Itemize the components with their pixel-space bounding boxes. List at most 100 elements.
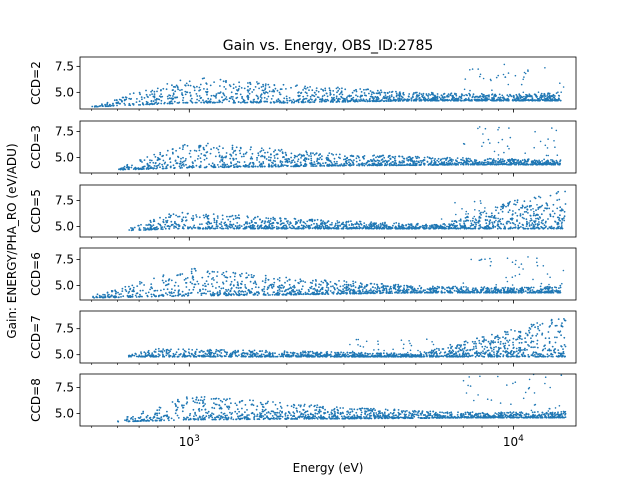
data-point (339, 290, 341, 292)
data-point (325, 99, 327, 101)
data-point (348, 288, 350, 290)
data-point (424, 100, 426, 102)
data-point (485, 162, 487, 164)
data-point (229, 84, 231, 86)
data-point (329, 92, 331, 94)
data-point (266, 101, 268, 103)
data-point (221, 225, 223, 227)
data-point (199, 87, 201, 89)
data-point (423, 97, 425, 99)
data-point (345, 223, 347, 225)
data-point (269, 148, 271, 150)
data-point (449, 163, 451, 165)
data-point (419, 226, 421, 228)
data-point (549, 213, 551, 215)
data-point (99, 295, 101, 297)
data-point (264, 157, 266, 159)
data-point (316, 152, 318, 154)
data-point (270, 157, 272, 159)
data-point (436, 160, 438, 162)
data-point (478, 162, 480, 164)
data-point (303, 155, 305, 157)
data-point (159, 154, 161, 156)
data-point (240, 287, 242, 289)
data-point (121, 169, 123, 171)
data-point (271, 166, 273, 168)
data-point (534, 131, 536, 133)
data-point (474, 221, 476, 223)
data-point (190, 166, 192, 168)
data-point (143, 104, 145, 106)
data-point (528, 93, 530, 95)
data-point (277, 158, 279, 160)
data-point (258, 88, 260, 90)
data-point (515, 212, 517, 214)
data-point (434, 224, 436, 226)
data-point (147, 96, 149, 98)
data-point (216, 147, 218, 149)
data-point (252, 153, 254, 155)
data-point (271, 91, 273, 93)
data-point (240, 147, 242, 149)
data-point (464, 227, 466, 229)
data-point (238, 217, 240, 219)
data-point (141, 98, 143, 100)
data-point (338, 221, 340, 223)
data-point (329, 87, 331, 89)
data-point (506, 100, 508, 102)
data-point (285, 228, 287, 230)
data-point (329, 94, 331, 96)
data-point (399, 95, 401, 97)
data-point (261, 97, 263, 99)
data-point (310, 98, 312, 100)
data-point (203, 154, 205, 156)
data-point (205, 289, 207, 291)
data-point (453, 223, 455, 225)
data-point (229, 158, 231, 160)
data-point (543, 210, 545, 212)
data-point (490, 79, 492, 81)
data-point (230, 288, 232, 290)
data-point (519, 95, 521, 97)
data-point (170, 221, 172, 223)
data-point (421, 160, 423, 162)
data-point (251, 158, 253, 160)
data-point (250, 146, 252, 148)
data-point (563, 86, 565, 88)
data-point (327, 165, 329, 167)
data-point (498, 212, 500, 214)
data-point (195, 214, 197, 216)
data-point (527, 209, 529, 211)
data-point (268, 222, 270, 224)
data-point (418, 162, 420, 164)
data-point (310, 96, 312, 98)
data-point (435, 95, 437, 97)
data-point (515, 99, 517, 101)
data-point (206, 158, 208, 160)
data-point (300, 219, 302, 221)
data-point (542, 163, 544, 165)
data-point (414, 100, 416, 102)
data-point (446, 226, 448, 228)
data-point (285, 152, 287, 154)
data-point (314, 92, 316, 94)
data-point (205, 215, 207, 217)
data-point (151, 160, 153, 162)
data-point (408, 156, 410, 158)
data-point (554, 95, 556, 97)
data-point (552, 210, 554, 212)
data-point (461, 208, 463, 210)
data-point (408, 159, 410, 161)
data-point (307, 87, 309, 89)
data-point (497, 224, 499, 226)
data-point (332, 101, 334, 103)
data-point (358, 288, 360, 290)
data-point (507, 288, 509, 290)
data-point (502, 160, 504, 162)
data-point (230, 165, 232, 167)
data-point (357, 96, 359, 98)
data-point (277, 222, 279, 224)
data-point (250, 225, 252, 227)
data-point (233, 84, 235, 86)
data-point (192, 219, 194, 221)
